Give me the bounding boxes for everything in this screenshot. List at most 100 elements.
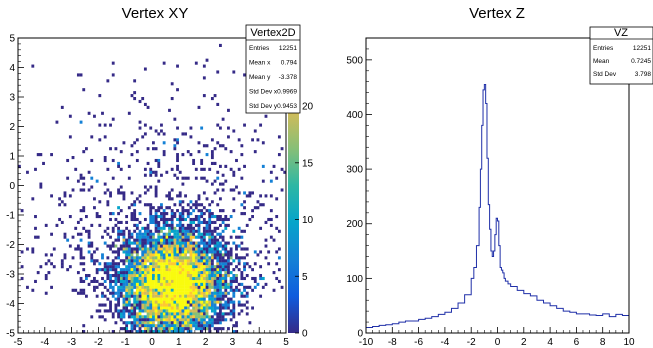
heatmap-cell [173, 117, 177, 121]
heatmap-cell [275, 250, 279, 254]
heatmap-cell [184, 259, 187, 263]
x-tick-label: -8 [388, 337, 397, 348]
heatmap-cell [130, 94, 134, 98]
heatmap-cell [168, 315, 171, 319]
heatmap-cell [95, 179, 99, 183]
heatmap-cell [168, 291, 171, 295]
heatmap-cell [154, 303, 158, 307]
y-tick-label: 100 [346, 274, 363, 285]
heatmap-cell [154, 173, 158, 177]
heatmap-cell [114, 297, 118, 301]
heatmap-cell [160, 262, 163, 266]
heatmap-cell [197, 197, 201, 201]
heatmap-cell [170, 238, 174, 242]
heatmap-cell [186, 262, 190, 266]
heatmap-cell [157, 279, 161, 283]
heatmap-cell [184, 262, 187, 266]
heatmap-cell [170, 229, 174, 233]
heatmap-cell [170, 223, 174, 227]
heatmap-cell [130, 232, 134, 236]
heatmap-cell [186, 303, 190, 307]
heatmap-cell [216, 294, 220, 298]
heatmap-cell [149, 229, 153, 233]
heatmap-cell [119, 191, 123, 195]
heatmap-cell [173, 321, 177, 325]
heatmap-cell [130, 315, 134, 319]
heatmap-cell [208, 235, 212, 239]
heatmap-cell [237, 259, 241, 263]
heatmap-cell [152, 321, 155, 325]
heatmap-cell [208, 223, 212, 227]
heatmap-cell [170, 235, 174, 239]
x-tick-label: 2 [203, 337, 209, 348]
heatmap-cell [79, 256, 83, 260]
heatmap-cell [125, 285, 129, 289]
heatmap-cell [205, 294, 209, 298]
heatmap-cell [210, 274, 214, 278]
heatmap-cell [170, 268, 174, 272]
heatmap-cell [127, 265, 131, 269]
heatmap-cell [109, 194, 112, 198]
heatmap-cell [143, 259, 147, 263]
heatmap-cell [154, 191, 158, 195]
heatmap-cell [135, 315, 139, 319]
heatmap-cell [216, 70, 220, 74]
heatmap-cell [170, 244, 174, 248]
heatmap-cell [272, 238, 276, 242]
heatmap-cell [189, 288, 193, 292]
heatmap-cell [194, 206, 198, 210]
heatmap-cell [87, 244, 91, 248]
heatmap-cell [130, 212, 134, 216]
heatmap-cell [200, 235, 204, 239]
heatmap-cell [117, 206, 120, 210]
heatmap-cell [189, 300, 193, 304]
heatmap-cell [213, 276, 217, 281]
heatmap-cell [165, 262, 169, 266]
heatmap-cell [138, 315, 142, 319]
heatmap-cell [133, 209, 137, 213]
heatmap-cell [202, 285, 206, 289]
heatmap-cell [39, 182, 43, 186]
heatmap-cell [168, 256, 171, 260]
colorbar-tick-label: 10 [302, 215, 314, 226]
heatmap-cell [138, 318, 142, 322]
heatmap-cell [200, 259, 204, 263]
heatmap-cell [269, 209, 273, 213]
heatmap-cell [125, 294, 129, 298]
heatmap-cell [213, 294, 217, 298]
heatmap-cell [119, 232, 123, 236]
heatmap-cell [98, 123, 102, 127]
heatmap-cell [168, 312, 171, 316]
heatmap-cell [114, 282, 118, 286]
heatmap-cell [232, 306, 236, 310]
heatmap-cell [149, 209, 153, 213]
heatmap-cell [154, 170, 158, 174]
heatmap-cell [219, 274, 222, 278]
heatmap-cell [154, 253, 158, 257]
heatmap-cell [130, 279, 134, 283]
heatmap-cell [197, 271, 201, 275]
heatmap-cell [232, 288, 236, 292]
heatmap-cell [82, 330, 86, 334]
heatmap-cell [245, 294, 249, 298]
heatmap-cell [130, 235, 134, 239]
heatmap-cell [176, 247, 179, 251]
heatmap-cell [122, 274, 126, 278]
heatmap-cell [165, 170, 169, 174]
heatmap-cell [186, 321, 190, 325]
heatmap-cell [122, 306, 126, 310]
heatmap-cell [200, 297, 204, 301]
heatmap-cell [114, 279, 118, 283]
heatmap-cell [168, 191, 171, 195]
z-frame [365, 37, 630, 334]
heatmap-cell [146, 330, 150, 334]
heatmap-cell [229, 256, 233, 260]
y-tick-label: -1 [6, 211, 15, 222]
heatmap-cell [229, 312, 233, 316]
heatmap-cell [229, 250, 233, 254]
heatmap-cell [117, 191, 120, 195]
heatmap-cell [82, 288, 86, 292]
heatmap-cell [170, 297, 174, 301]
heatmap-cell [176, 64, 179, 68]
heatmap-cell [243, 294, 246, 298]
